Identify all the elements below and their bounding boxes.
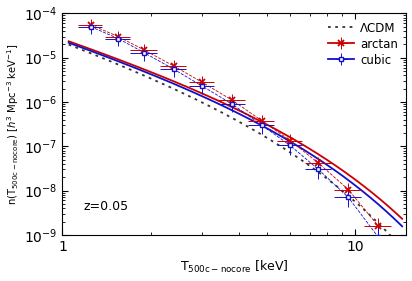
X-axis label: T$_\mathregular{500c-nocore}$ [keV]: T$_\mathregular{500c-nocore}$ [keV] bbox=[180, 259, 289, 275]
Text: z=0.05: z=0.05 bbox=[83, 200, 128, 213]
Legend: ΛCDM, arctan, cubic: ΛCDM, arctan, cubic bbox=[326, 19, 400, 69]
Y-axis label: n(T$_\mathregular{500c-nocore}$) [$h^3$ Mpc$^{-3}$ keV$^{-1}$]: n(T$_\mathregular{500c-nocore}$) [$h^3$ … bbox=[5, 43, 21, 205]
